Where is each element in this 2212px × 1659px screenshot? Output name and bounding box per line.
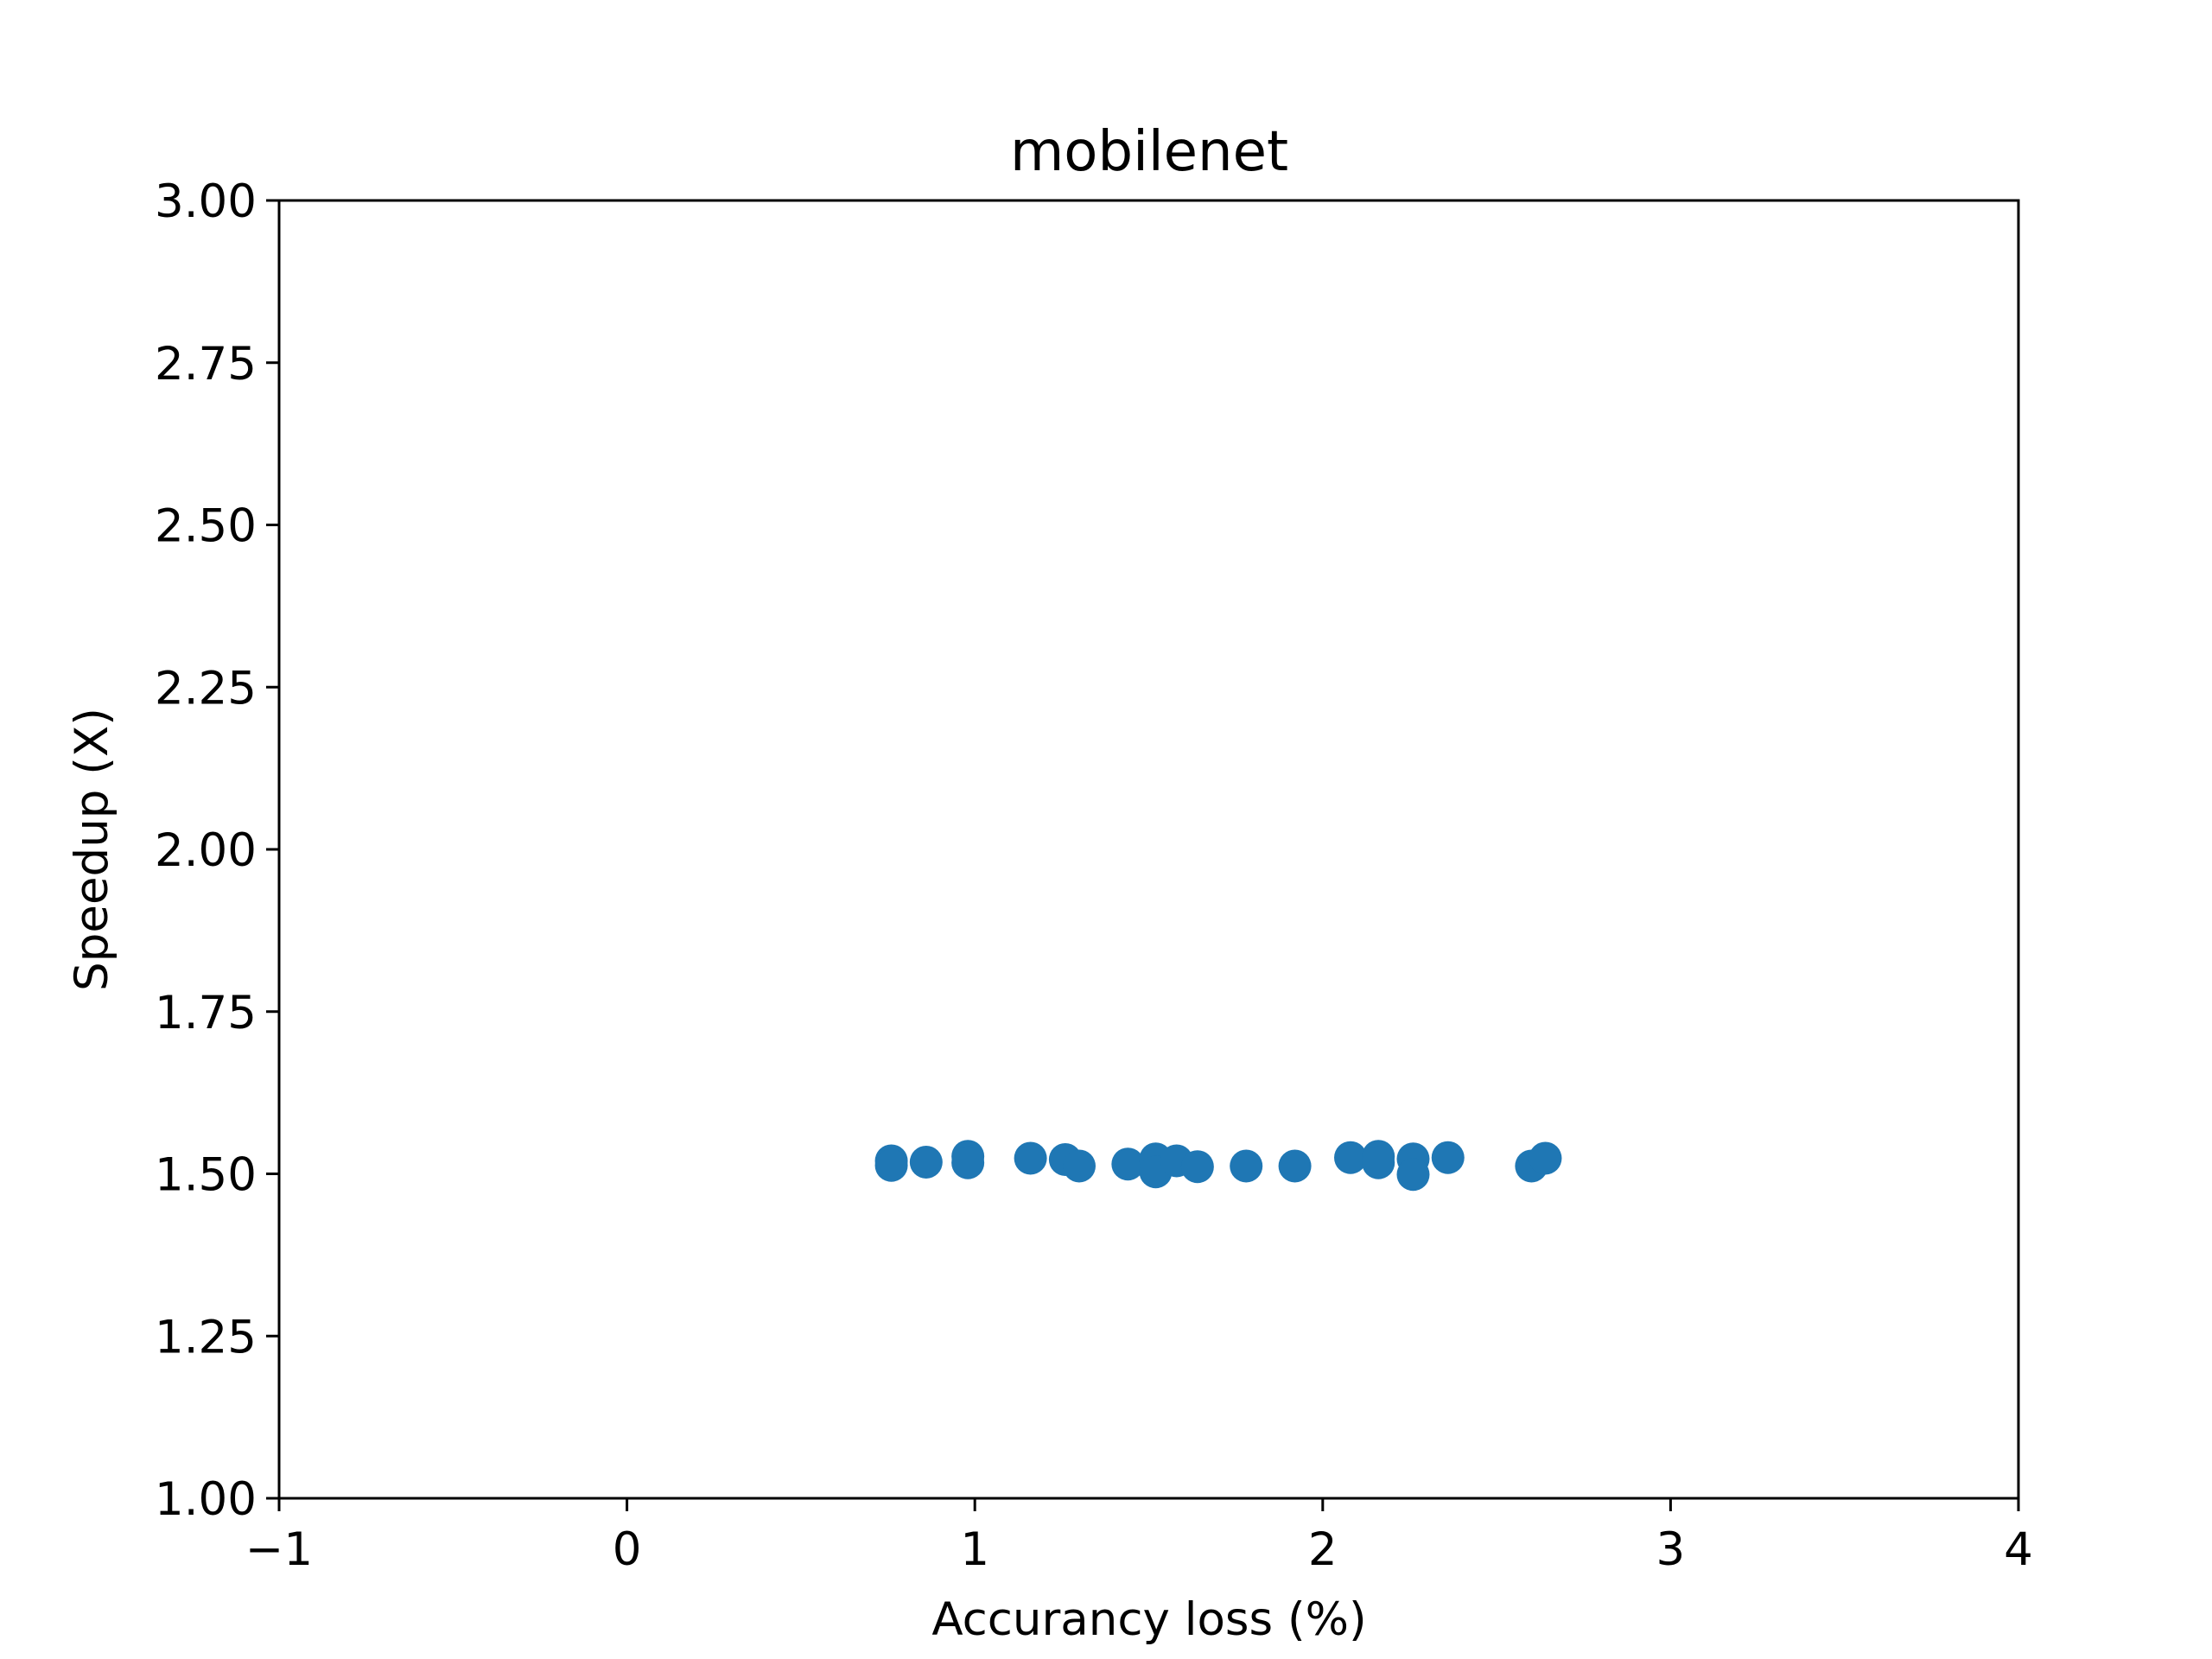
x-tick-label: 0 <box>613 1523 642 1576</box>
scatter-point <box>1529 1141 1562 1175</box>
scatter-point <box>909 1145 943 1179</box>
scatter-point <box>951 1146 985 1179</box>
y-axis-label: Speedup (X) <box>66 708 118 991</box>
scatter-point <box>874 1148 908 1182</box>
x-tick-label: 1 <box>960 1523 989 1576</box>
y-tick-label: 2.75 <box>155 338 257 391</box>
scatter-point <box>1431 1141 1465 1174</box>
scatter-point <box>1111 1147 1145 1181</box>
y-axis-ticks: 1.00 1.25 1.50 1.75 2.00 2.25 2.50 2.75 3.00 <box>155 175 279 1526</box>
y-tick-label: 1.50 <box>155 1149 257 1202</box>
scatter-point <box>1062 1149 1096 1183</box>
x-tick-label: −1 <box>245 1523 313 1576</box>
y-tick-label: 2.25 <box>155 662 257 715</box>
y-tick-label: 1.00 <box>155 1473 257 1526</box>
x-tick-label: 4 <box>2004 1523 2033 1576</box>
y-tick-label: 1.25 <box>155 1311 257 1363</box>
scatter-point <box>1334 1141 1368 1174</box>
chart-title: mobilenet <box>1010 120 1288 184</box>
x-axis-ticks: −1 0 1 2 3 4 <box>245 1498 2033 1576</box>
x-tick-label: 2 <box>1308 1523 1338 1576</box>
y-tick-label: 2.50 <box>155 500 257 553</box>
scatter-point <box>1230 1149 1263 1183</box>
scatter-point <box>1014 1141 1047 1175</box>
y-tick-label: 2.00 <box>155 824 257 877</box>
y-tick-label: 1.75 <box>155 987 257 1039</box>
x-axis-label: Accurancy loss (%) <box>931 1593 1366 1646</box>
scatter-point <box>1180 1150 1214 1184</box>
scatter-point <box>1396 1158 1430 1192</box>
plot-frame <box>277 199 2020 1500</box>
x-tick-label: 3 <box>1656 1523 1686 1576</box>
data-points <box>874 1140 1562 1192</box>
scatter-point <box>1278 1149 1312 1183</box>
scatter-point <box>1362 1146 1395 1179</box>
y-tick-label: 3.00 <box>155 175 257 228</box>
